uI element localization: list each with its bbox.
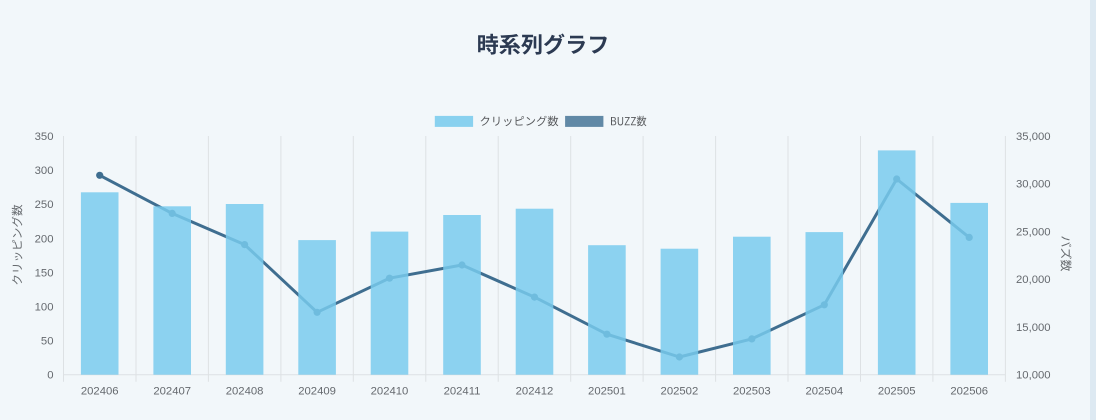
svg-text:300: 300: [35, 165, 54, 177]
svg-text:202503: 202503: [733, 386, 771, 398]
svg-text:20,000: 20,000: [1016, 274, 1051, 286]
svg-text:30,000: 30,000: [1016, 179, 1051, 191]
svg-text:202410: 202410: [371, 386, 409, 398]
svg-text:25,000: 25,000: [1016, 227, 1051, 239]
svg-text:15,000: 15,000: [1016, 322, 1051, 334]
svg-text:202502: 202502: [661, 386, 699, 398]
svg-text:200: 200: [35, 233, 54, 245]
svg-text:202412: 202412: [516, 386, 554, 398]
svg-text:202408: 202408: [226, 386, 264, 398]
svg-text:10,000: 10,000: [1016, 370, 1051, 382]
svg-text:202411: 202411: [444, 386, 481, 398]
svg-text:150: 150: [35, 267, 54, 279]
svg-text:35,000: 35,000: [1016, 131, 1051, 143]
svg-text:250: 250: [35, 199, 54, 211]
svg-text:202504: 202504: [805, 386, 843, 398]
svg-text:202406: 202406: [81, 386, 119, 398]
svg-text:202506: 202506: [950, 386, 988, 398]
svg-text:202505: 202505: [878, 386, 916, 398]
svg-text:202501: 202501: [588, 386, 626, 398]
svg-text:202407: 202407: [153, 386, 191, 398]
svg-text:0: 0: [47, 370, 53, 382]
svg-text:50: 50: [41, 336, 54, 348]
svg-text:350: 350: [35, 131, 54, 143]
svg-text:202409: 202409: [298, 386, 336, 398]
svg-text:100: 100: [35, 302, 54, 314]
